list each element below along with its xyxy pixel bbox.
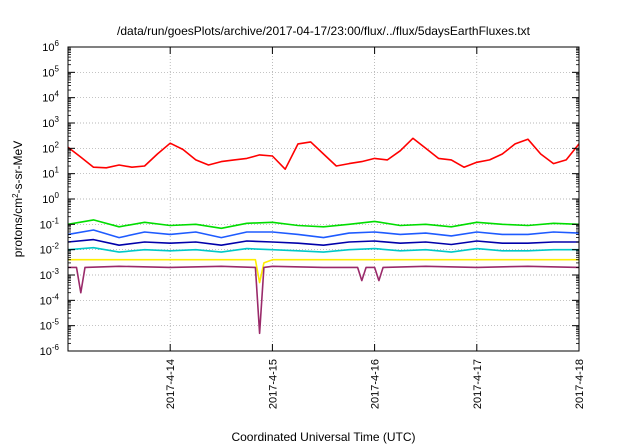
- chart-title: /data/run/goesPlots/archive/2017-04-17/2…: [117, 24, 531, 38]
- series-line-1: [67, 137, 580, 170]
- x-tick-label: 2017-4-17: [472, 359, 484, 409]
- y-tick-label: 102: [42, 140, 59, 155]
- y-axis-label-superscript: 2: [11, 193, 20, 198]
- grid: [68, 47, 579, 351]
- y-tick-label: 101: [42, 166, 59, 181]
- x-axis: 2017-4-14 2017-4-15 2017-4-16 2017-4-17 2017…: [165, 47, 586, 409]
- series-line-4: [67, 238, 579, 246]
- x-tick-label: 2017-4-14: [165, 359, 177, 409]
- series-line-7: [68, 265, 580, 335]
- y-tick-label: 10-2: [40, 242, 60, 257]
- series-line-3: [67, 229, 580, 239]
- y-tick-label: 10-3: [40, 267, 60, 282]
- y-axis: 10-6 10-5 10-4 10-3 10-2 10-1 100 101 102 103 104 1…: [40, 39, 579, 358]
- x-tick-label: 2017-4-16: [370, 359, 382, 409]
- y-tick-label: 103: [42, 115, 59, 130]
- y-tick-label: 10-4: [40, 292, 60, 307]
- y-tick-label: 104: [42, 90, 59, 105]
- y-axis-label-suffix: -s-sr-MeV: [11, 141, 25, 194]
- y-axis-label-prefix: protons/cm: [11, 198, 25, 257]
- y-axis-label: protons/cm2-s-sr-MeV: [11, 141, 26, 257]
- x-axis-label: Coordinated Universal Time (UTC): [231, 430, 415, 444]
- series-line-6: [68, 258, 579, 284]
- y-tick-label: 10-1: [40, 216, 60, 231]
- y-tick-label: 105: [42, 64, 59, 79]
- y-tick-label: 10-5: [40, 318, 60, 333]
- y-tick-label: 100: [42, 191, 59, 206]
- series-line-5: [67, 246, 579, 253]
- series-group: [67, 137, 580, 335]
- x-tick-label: 2017-4-15: [267, 359, 279, 409]
- x-tick-label: 2017-4-18: [574, 359, 586, 409]
- y-tick-label: 10-6: [40, 343, 60, 358]
- series-line-2: [67, 219, 580, 230]
- y-tick-label: 106: [42, 39, 59, 54]
